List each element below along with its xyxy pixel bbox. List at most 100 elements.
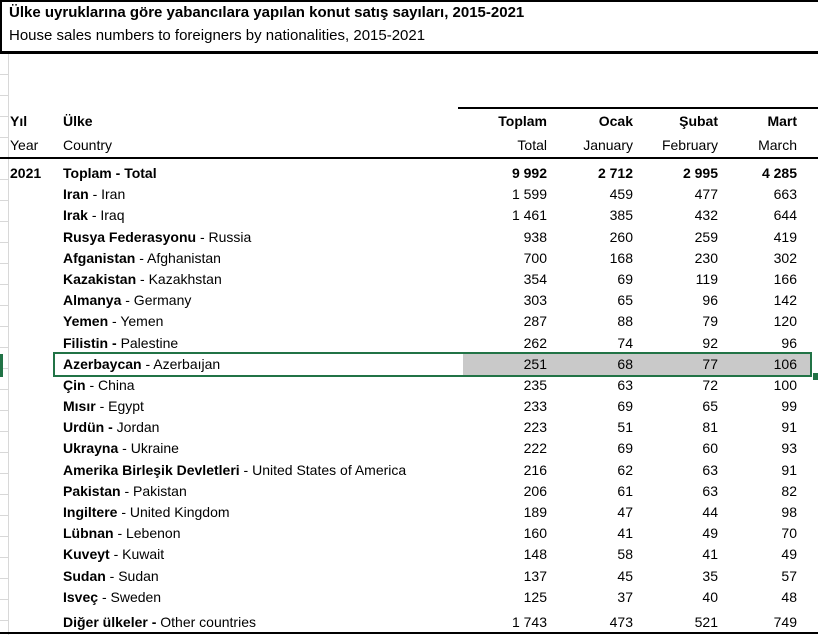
year-cell[interactable] xyxy=(10,333,63,354)
col-header-february-en[interactable]: February xyxy=(661,137,718,153)
value-cell[interactable]: 99 xyxy=(781,398,797,415)
country-cell[interactable]: Ingiltere - United Kingdom xyxy=(63,502,463,523)
year-cell[interactable] xyxy=(10,544,63,565)
value-cell[interactable]: 45 xyxy=(617,567,633,584)
year-cell[interactable] xyxy=(10,523,63,544)
value-cell[interactable]: 222 xyxy=(523,440,547,457)
country-cell[interactable]: Rusya Federasyonu - Russia xyxy=(63,227,463,248)
value-cell[interactable]: 93 xyxy=(781,440,797,457)
value-cell[interactable]: 62 xyxy=(617,461,633,478)
value-cell[interactable]: 432 xyxy=(694,207,718,224)
col-header-march-tr[interactable]: Mart xyxy=(767,113,797,129)
value-cell[interactable]: 259 xyxy=(694,228,718,245)
value-cell[interactable]: 98 xyxy=(781,504,797,520)
value-cell[interactable]: 168 xyxy=(609,249,633,266)
country-cell[interactable]: Kuveyt - Kuwait xyxy=(63,544,463,565)
value-cell[interactable]: 60 xyxy=(702,440,718,457)
country-cell[interactable]: Lübnan - Lebenon xyxy=(63,523,463,544)
col-header-year-en[interactable]: Year xyxy=(10,137,39,153)
value-cell[interactable]: 137 xyxy=(523,567,547,584)
value-cell[interactable]: 166 xyxy=(773,270,797,287)
fill-handle[interactable] xyxy=(812,371,818,381)
country-cell[interactable]: Mısır - Egypt xyxy=(63,396,463,417)
value-cell[interactable]: 1 461 xyxy=(511,207,547,224)
country-cell[interactable]: Filistin - Palestine xyxy=(63,333,463,354)
value-cell[interactable]: 40 xyxy=(702,588,718,605)
value-cell[interactable]: 69 xyxy=(617,440,633,457)
value-cell[interactable]: 57 xyxy=(781,567,797,584)
value-cell[interactable]: 91 xyxy=(781,461,797,478)
year-cell[interactable] xyxy=(10,269,63,290)
col-header-january-en[interactable]: January xyxy=(583,137,633,153)
value-cell[interactable]: 260 xyxy=(609,228,633,245)
year-cell[interactable] xyxy=(10,311,63,332)
year-cell[interactable] xyxy=(10,227,63,248)
country-cell[interactable]: Almanya - Germany xyxy=(63,290,463,311)
country-cell[interactable]: Irak - Iraq xyxy=(63,205,463,226)
value-cell[interactable]: 303 xyxy=(523,292,547,309)
value-cell[interactable]: 69 xyxy=(617,270,633,287)
value-cell[interactable]: 65 xyxy=(702,398,718,415)
country-cell[interactable]: Pakistan - Pakistan xyxy=(63,481,463,502)
value-cell[interactable]: 663 xyxy=(773,186,797,203)
country-cell[interactable]: Kazakistan - Kazakhstan xyxy=(63,269,463,290)
value-cell[interactable]: 92 xyxy=(702,334,718,351)
value-cell[interactable]: 235 xyxy=(523,376,547,393)
country-cell[interactable]: Ukrayna - Ukraine xyxy=(63,438,463,459)
col-header-country-en[interactable]: Country xyxy=(63,137,113,153)
value-cell[interactable]: 473 xyxy=(609,613,633,630)
col-header-total-en[interactable]: Total xyxy=(517,137,547,153)
value-cell[interactable]: 35 xyxy=(702,567,718,584)
value-cell[interactable]: 148 xyxy=(523,546,547,563)
value-cell[interactable]: 63 xyxy=(702,461,718,478)
value-cell[interactable]: 41 xyxy=(702,546,718,563)
value-cell[interactable]: 49 xyxy=(702,525,718,542)
year-cell[interactable] xyxy=(10,566,63,587)
value-cell[interactable]: 233 xyxy=(523,398,547,415)
year-cell[interactable]: 2021 xyxy=(10,165,42,181)
value-cell[interactable]: 230 xyxy=(694,249,718,266)
value-cell[interactable]: 459 xyxy=(609,186,633,203)
year-cell[interactable] xyxy=(10,290,63,311)
year-cell[interactable] xyxy=(10,438,63,459)
country-cell[interactable]: Sudan - Sudan xyxy=(63,566,463,587)
country-cell[interactable]: Toplam - Total xyxy=(63,163,463,184)
country-cell[interactable]: Urdün - Jordan xyxy=(63,417,463,438)
value-cell[interactable]: 37 xyxy=(617,588,633,605)
value-cell[interactable]: 419 xyxy=(773,228,797,245)
country-cell[interactable]: Amerika Birleşik Devletleri - United Sta… xyxy=(63,460,463,481)
value-cell[interactable]: 88 xyxy=(617,313,633,330)
year-cell[interactable] xyxy=(10,417,63,438)
value-cell[interactable]: 48 xyxy=(781,588,797,605)
value-cell[interactable]: 68 xyxy=(617,355,633,372)
value-cell[interactable]: 91 xyxy=(781,419,797,436)
col-header-january-tr[interactable]: Ocak xyxy=(598,113,633,129)
value-cell[interactable]: 96 xyxy=(781,334,797,351)
year-cell[interactable] xyxy=(10,354,63,375)
value-cell[interactable]: 216 xyxy=(523,461,547,478)
value-cell[interactable]: 65 xyxy=(617,292,633,309)
value-cell[interactable]: 4 285 xyxy=(761,165,797,181)
value-cell[interactable]: 120 xyxy=(773,313,797,330)
value-cell[interactable]: 189 xyxy=(523,504,547,520)
value-cell[interactable]: 119 xyxy=(695,270,718,287)
value-cell[interactable]: 477 xyxy=(694,186,718,203)
value-cell[interactable]: 700 xyxy=(523,249,547,266)
col-header-year-tr[interactable]: Yıl xyxy=(10,113,28,129)
value-cell[interactable]: 63 xyxy=(702,482,718,499)
value-cell[interactable]: 2 712 xyxy=(597,165,633,181)
year-cell[interactable] xyxy=(10,460,63,481)
value-cell[interactable]: 47 xyxy=(617,504,633,520)
year-cell[interactable] xyxy=(10,481,63,502)
value-cell[interactable]: 82 xyxy=(781,482,797,499)
value-cell[interactable]: 206 xyxy=(523,482,547,499)
value-cell[interactable]: 79 xyxy=(702,313,718,330)
value-cell[interactable]: 749 xyxy=(773,613,797,630)
value-cell[interactable]: 63 xyxy=(617,376,633,393)
country-cell[interactable]: Yemen - Yemen xyxy=(63,311,463,332)
value-cell[interactable]: 72 xyxy=(702,376,718,393)
value-cell[interactable]: 106 xyxy=(773,355,797,372)
year-cell[interactable] xyxy=(10,205,63,226)
value-cell[interactable]: 96 xyxy=(702,292,718,309)
year-cell[interactable] xyxy=(10,396,63,417)
